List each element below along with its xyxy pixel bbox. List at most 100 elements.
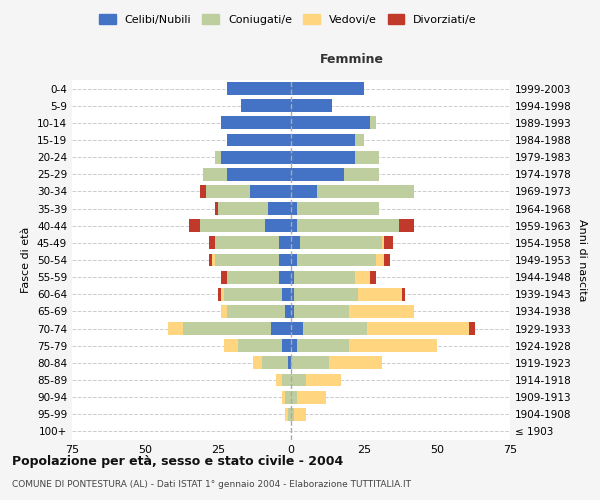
- Bar: [280, 254, 291, 266]
- Bar: [291, 322, 302, 335]
- Bar: [212, 254, 215, 266]
- Bar: [227, 134, 291, 146]
- Bar: [349, 340, 437, 352]
- Bar: [344, 168, 379, 180]
- Y-axis label: Fasce di età: Fasce di età: [22, 227, 31, 293]
- Bar: [291, 82, 364, 95]
- Bar: [280, 236, 291, 250]
- Bar: [291, 236, 300, 250]
- Bar: [221, 116, 291, 130]
- Bar: [297, 340, 349, 352]
- Bar: [200, 220, 265, 232]
- Bar: [402, 288, 405, 300]
- Bar: [221, 150, 291, 164]
- Bar: [300, 236, 382, 250]
- Bar: [291, 185, 317, 198]
- Bar: [291, 150, 355, 164]
- Bar: [355, 150, 379, 164]
- Bar: [282, 288, 291, 300]
- Bar: [221, 270, 227, 283]
- Bar: [282, 374, 291, 386]
- Bar: [367, 322, 469, 335]
- Bar: [227, 270, 280, 283]
- Bar: [227, 305, 285, 318]
- Bar: [291, 220, 297, 232]
- Bar: [385, 236, 393, 250]
- Bar: [317, 185, 413, 198]
- Bar: [285, 305, 291, 318]
- Bar: [355, 134, 364, 146]
- Bar: [206, 185, 250, 198]
- Bar: [268, 202, 291, 215]
- Y-axis label: Anni di nascita: Anni di nascita: [577, 219, 587, 301]
- Bar: [227, 82, 291, 95]
- Bar: [385, 254, 390, 266]
- Bar: [285, 390, 291, 404]
- Bar: [215, 202, 218, 215]
- Bar: [224, 288, 282, 300]
- Bar: [376, 254, 385, 266]
- Bar: [218, 288, 221, 300]
- Bar: [291, 202, 297, 215]
- Bar: [265, 220, 291, 232]
- Bar: [291, 288, 294, 300]
- Bar: [218, 202, 268, 215]
- Bar: [355, 270, 370, 283]
- Bar: [262, 356, 288, 370]
- Bar: [370, 116, 376, 130]
- Bar: [277, 374, 282, 386]
- Bar: [285, 408, 288, 420]
- Bar: [189, 220, 200, 232]
- Bar: [291, 134, 355, 146]
- Bar: [382, 236, 385, 250]
- Bar: [297, 390, 326, 404]
- Bar: [358, 288, 402, 300]
- Bar: [291, 254, 297, 266]
- Bar: [469, 322, 475, 335]
- Bar: [329, 356, 382, 370]
- Bar: [294, 270, 355, 283]
- Bar: [294, 305, 349, 318]
- Text: Popolazione per età, sesso e stato civile - 2004: Popolazione per età, sesso e stato civil…: [12, 455, 343, 468]
- Bar: [302, 322, 367, 335]
- Bar: [291, 116, 370, 130]
- Bar: [183, 322, 271, 335]
- Bar: [253, 356, 262, 370]
- Bar: [169, 322, 183, 335]
- Bar: [291, 374, 305, 386]
- Bar: [291, 168, 344, 180]
- Bar: [271, 322, 291, 335]
- Text: COMUNE DI PONTESTURA (AL) - Dati ISTAT 1° gennaio 2004 - Elaborazione TUTTITALIA: COMUNE DI PONTESTURA (AL) - Dati ISTAT 1…: [12, 480, 411, 489]
- Bar: [291, 356, 329, 370]
- Bar: [203, 168, 227, 180]
- Bar: [209, 254, 212, 266]
- Bar: [288, 356, 291, 370]
- Bar: [241, 100, 291, 112]
- Bar: [221, 288, 224, 300]
- Bar: [288, 408, 291, 420]
- Bar: [291, 100, 332, 112]
- Bar: [282, 340, 291, 352]
- Bar: [349, 305, 413, 318]
- Bar: [294, 408, 305, 420]
- Legend: Celibi/Nubili, Coniugati/e, Vedovi/e, Divorziati/e: Celibi/Nubili, Coniugati/e, Vedovi/e, Di…: [96, 10, 480, 28]
- Text: Femmine: Femmine: [320, 52, 385, 66]
- Bar: [227, 168, 291, 180]
- Bar: [224, 340, 238, 352]
- Bar: [215, 150, 221, 164]
- Bar: [291, 390, 297, 404]
- Bar: [221, 305, 227, 318]
- Bar: [291, 408, 294, 420]
- Bar: [215, 236, 280, 250]
- Bar: [297, 202, 379, 215]
- Bar: [291, 270, 294, 283]
- Bar: [200, 185, 206, 198]
- Bar: [209, 236, 215, 250]
- Bar: [399, 220, 413, 232]
- Bar: [291, 340, 297, 352]
- Bar: [370, 270, 376, 283]
- Bar: [280, 270, 291, 283]
- Bar: [250, 185, 291, 198]
- Bar: [291, 305, 294, 318]
- Bar: [238, 340, 282, 352]
